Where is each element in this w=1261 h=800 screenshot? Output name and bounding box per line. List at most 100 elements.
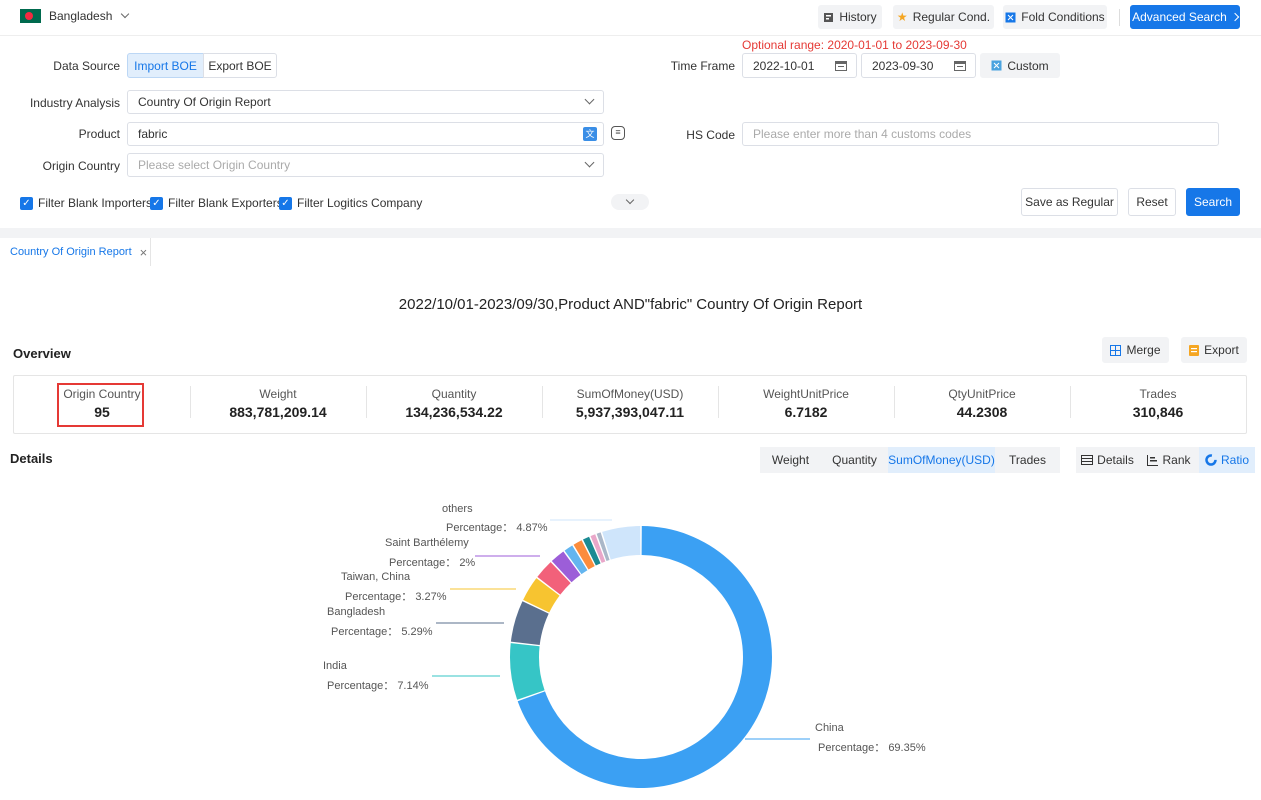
stat-value: 6.7182 xyxy=(784,404,828,420)
overview-stats-panel xyxy=(13,375,1247,434)
regular-cond-label: Regular Cond. xyxy=(912,10,991,24)
pie-chart-icon xyxy=(1205,454,1217,466)
metric-tab-quantity[interactable]: Quantity xyxy=(821,447,888,473)
keyword-helper-icon[interactable]: ≡ xyxy=(611,126,625,140)
close-icon[interactable]: × xyxy=(139,244,148,260)
section-divider xyxy=(0,228,1261,238)
regular-cond-button[interactable]: ★ Regular Cond. xyxy=(893,5,994,29)
stat-title: Weight xyxy=(259,387,297,401)
history-button[interactable]: History xyxy=(818,5,882,29)
pie-label-name: Bangladesh xyxy=(327,606,385,618)
advanced-search-label: Advanced Search xyxy=(1132,10,1227,24)
metric-tab-weight[interactable]: Weight xyxy=(760,447,821,473)
tab-country-of-origin-report[interactable]: Country Of Origin Report × xyxy=(0,238,151,266)
stat-title: Origin Country xyxy=(63,387,141,401)
pie-slice-saint-barth-lemy[interactable] xyxy=(551,551,581,583)
stat-quantity: Quantity 134,236,534.22 xyxy=(366,376,542,433)
calendar-icon xyxy=(835,61,847,71)
pie-slice-6[interactable] xyxy=(564,545,588,575)
chevron-down-icon xyxy=(584,94,595,105)
pie-label-name: Saint Barthélemy xyxy=(385,537,469,549)
advanced-search-button[interactable]: Advanced Search xyxy=(1130,5,1240,29)
stat-divider xyxy=(366,386,367,418)
view-tab-details[interactable]: Details xyxy=(1076,447,1139,473)
checkmark-icon: ✓ xyxy=(279,196,292,210)
save-as-regular-button[interactable]: Save as Regular xyxy=(1021,188,1118,216)
data-source-label: Data Source xyxy=(53,59,120,73)
pie-slice-others[interactable] xyxy=(602,526,641,560)
filter-logistics-company-checkbox[interactable]: ✓ Filter Logitics Company xyxy=(279,196,422,210)
translate-icon[interactable]: 文 xyxy=(583,127,597,141)
view-tab-ratio[interactable]: Ratio xyxy=(1199,447,1255,473)
pie-slice-7[interactable] xyxy=(573,540,595,570)
time-frame-label: Time Frame xyxy=(670,59,735,73)
pie-slice-bangladesh[interactable] xyxy=(510,601,549,645)
stat-weight-unit-price: WeightUnitPrice 6.7182 xyxy=(718,376,894,433)
checkmark-icon: ✓ xyxy=(20,196,33,210)
stat-title: Quantity xyxy=(431,387,477,401)
export-label: Export xyxy=(1204,343,1239,357)
filter-blank-importers-label: Filter Blank Importers xyxy=(38,196,153,210)
expand-toggle[interactable] xyxy=(611,194,649,210)
export-boe-button[interactable]: Export BOE xyxy=(203,53,277,78)
search-button[interactable]: Search xyxy=(1186,188,1240,216)
stat-sum-of-money: SumOfMoney(USD) 5,937,393,047.11 xyxy=(542,376,718,433)
product-input[interactable]: fabric 文 xyxy=(127,122,604,146)
country-selector[interactable]: Bangladesh xyxy=(20,9,130,23)
filter-blank-importers-checkbox[interactable]: ✓ Filter Blank Importers xyxy=(20,196,152,210)
pie-slice-india[interactable] xyxy=(510,643,545,700)
pie-slice-taiwan-china[interactable] xyxy=(523,578,560,613)
chevron-down-icon xyxy=(121,9,130,19)
metric-tab-sum-of-money[interactable]: SumOfMoney(USD) xyxy=(888,447,995,473)
pie-slice-4[interactable] xyxy=(537,562,571,595)
reset-button[interactable]: Reset xyxy=(1128,188,1176,216)
merge-icon xyxy=(1110,344,1122,356)
pie-label-name: China xyxy=(815,722,845,734)
filter-blank-exporters-checkbox[interactable]: ✓ Filter Blank Exporters xyxy=(150,196,283,210)
pie-slice-8[interactable] xyxy=(582,536,601,566)
hs-code-placeholder: Please enter more than 4 customs codes xyxy=(753,127,972,141)
filter-blank-exporters-label: Filter Blank Exporters xyxy=(168,196,283,210)
start-date-value: 2022-10-01 xyxy=(753,58,815,73)
optional-range-notice: Optional range: 2020-01-01 to 2023-09-30 xyxy=(742,38,967,52)
hs-code-input[interactable]: Please enter more than 4 customs codes xyxy=(742,122,1219,146)
chevron-down-icon xyxy=(625,195,635,205)
export-button[interactable]: Export xyxy=(1181,337,1247,363)
origin-country-highlight xyxy=(57,383,144,427)
industry-analysis-label: Industry Analysis xyxy=(29,96,120,110)
view-tab-label: Ratio xyxy=(1220,453,1249,467)
industry-analysis-select[interactable]: Country Of Origin Report xyxy=(127,90,604,114)
origin-country-label: Origin Country xyxy=(42,159,120,173)
stat-trades: Trades 310,846 xyxy=(1070,376,1246,433)
start-date-input[interactable]: 2022-10-01 xyxy=(742,53,857,78)
custom-icon xyxy=(991,60,1002,71)
pie-label-percentage: Percentage： 4.87% xyxy=(446,522,548,534)
origin-country-pie-chart: China Percentage： 69.35% India Percentage： … xyxy=(323,503,926,788)
stat-qty-unit-price: QtyUnitPrice 44.2308 xyxy=(894,376,1070,433)
report-title: 2022/10/01-2023/09/30,Product AND"fabric… xyxy=(398,296,863,313)
bangladesh-flag-icon xyxy=(20,9,41,23)
view-tab-label: Details xyxy=(1097,453,1134,467)
pie-label-percentage: Percentage： 69.35% xyxy=(818,742,926,754)
optional-range-value: 2020-01-01 to 2023-09-30 xyxy=(827,38,967,52)
view-tab-label: Rank xyxy=(1162,453,1191,467)
pie-slice-9[interactable] xyxy=(590,534,606,563)
origin-country-select[interactable]: Please select Origin Country xyxy=(127,153,604,177)
import-boe-button[interactable]: Import BOE xyxy=(127,53,204,78)
end-date-input[interactable]: 2023-09-30 xyxy=(861,53,976,78)
origin-country-placeholder: Please select Origin Country xyxy=(138,158,291,172)
pie-slice-10[interactable] xyxy=(596,532,610,562)
pie-label-name: India xyxy=(323,660,348,672)
fold-conditions-button[interactable]: Fold Conditions xyxy=(1003,5,1107,29)
pie-label-percentage: Percentage： 7.14% xyxy=(327,680,429,692)
optional-range-label: Optional range: xyxy=(742,38,825,52)
metric-tab-trades[interactable]: Trades xyxy=(995,447,1060,473)
merge-button[interactable]: Merge xyxy=(1102,337,1169,363)
hs-code-label: HS Code xyxy=(686,128,735,142)
merge-label: Merge xyxy=(1126,343,1161,357)
view-tab-rank[interactable]: Rank xyxy=(1139,447,1199,473)
checkmark-icon: ✓ xyxy=(150,196,163,210)
custom-range-button[interactable]: Custom xyxy=(980,53,1060,78)
stat-divider xyxy=(718,386,719,418)
product-label: Product xyxy=(78,127,120,141)
